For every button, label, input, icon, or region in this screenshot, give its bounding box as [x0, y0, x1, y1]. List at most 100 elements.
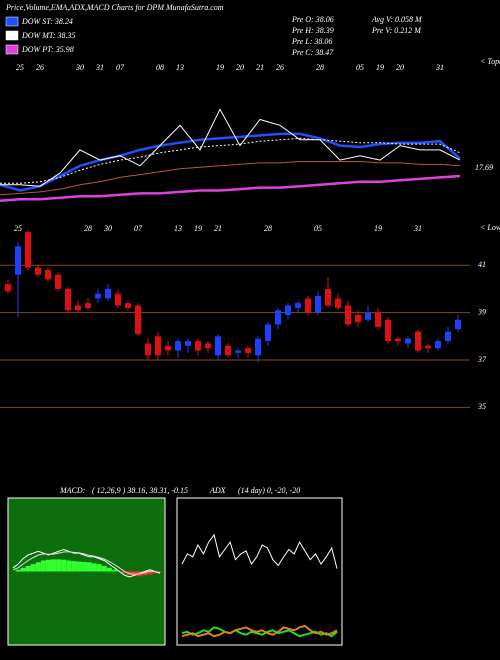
histogram-bar	[45, 559, 52, 572]
histogram-bar	[15, 569, 21, 572]
candle-body	[145, 343, 151, 356]
date-label: 30	[103, 224, 112, 233]
date-label: 13	[176, 63, 184, 72]
panel-subtitle: ( 12,26,9 ) 38.16, 38.31, -0.15	[92, 486, 188, 495]
histogram-bar	[56, 559, 62, 572]
line	[12, 548, 161, 578]
date-label: 19	[194, 224, 202, 233]
histogram-bar	[91, 563, 97, 572]
candle-body	[5, 284, 11, 292]
candle-body	[85, 303, 91, 308]
candle-body	[105, 288, 111, 299]
line	[181, 624, 338, 638]
histogram-bar	[157, 571, 163, 573]
candle-body	[115, 293, 121, 306]
date-label: 05	[356, 63, 364, 72]
chart-title: Price,Volume,EMA,ADX,MACD Charts for DPM…	[5, 3, 224, 12]
candle-body	[445, 331, 451, 342]
candle-body	[345, 305, 351, 325]
panel	[176, 497, 343, 646]
histogram-bar	[40, 560, 46, 572]
price-info: Pre L: 38.06	[291, 37, 332, 46]
histogram-bar	[101, 565, 107, 572]
histogram-bar	[66, 560, 72, 572]
price-info: Pre V: 0.212 M	[371, 26, 422, 35]
date-label: 20	[236, 63, 244, 72]
histogram-bar	[51, 559, 57, 572]
y-tick-label: 41	[478, 260, 486, 269]
candle-body	[295, 303, 301, 308]
price-info: Pre C: 38.47	[291, 48, 334, 57]
candle-body	[245, 348, 251, 353]
panel-subtitle: (14 day) 0, -20, -20	[238, 486, 300, 495]
histogram-bar	[20, 567, 26, 572]
candle-body	[395, 338, 401, 342]
candle-body	[165, 345, 171, 351]
candle-body	[265, 324, 271, 342]
candle-body	[305, 298, 311, 313]
date-label: 31	[95, 63, 104, 72]
line	[12, 551, 161, 575]
price-info: Avg V: 0.058 M	[371, 15, 423, 24]
candle-body	[55, 274, 61, 289]
candle-body	[415, 331, 421, 351]
candle-body	[175, 341, 181, 351]
y-tick-label: 35	[477, 402, 486, 411]
candle-body	[375, 312, 381, 327]
candle-body	[205, 343, 211, 349]
date-label: 25	[16, 63, 24, 72]
candle-body	[135, 305, 141, 334]
histogram-bar	[71, 561, 77, 572]
candle-body	[235, 350, 241, 353]
candle-body	[15, 246, 21, 275]
histogram-bar	[76, 561, 82, 572]
date-label: 28	[84, 224, 92, 233]
candle-body	[355, 315, 361, 323]
legend-swatch	[5, 16, 19, 27]
candle-body	[195, 341, 201, 351]
candle-body	[435, 341, 441, 349]
date-label: 30	[75, 63, 84, 72]
candle-body	[215, 336, 221, 356]
candle-body	[35, 267, 41, 275]
histogram-bar	[61, 559, 67, 572]
date-label: 26	[276, 63, 284, 72]
candle-body	[75, 305, 81, 311]
candle-body	[315, 296, 321, 313]
date-label: 28	[264, 224, 272, 233]
candle-body	[65, 288, 71, 311]
date-label: 31	[413, 224, 422, 233]
date-label: 25	[14, 224, 22, 233]
candle-body	[25, 232, 31, 268]
panel-title: MACD:	[59, 486, 86, 495]
candle-body	[455, 319, 461, 330]
histogram-bar	[147, 571, 153, 575]
date-label: 31	[435, 63, 444, 72]
candle-body	[155, 336, 161, 356]
histogram-bar	[81, 561, 87, 572]
y-tick-label: 37	[477, 355, 487, 364]
histogram-bar	[106, 567, 112, 572]
date-label: 19	[374, 224, 382, 233]
legend-swatch	[5, 30, 19, 41]
price-info: Pre H: 38.39	[291, 26, 334, 35]
date-label: 08	[156, 63, 164, 72]
candle-body	[45, 270, 51, 280]
line	[0, 132, 461, 192]
date-label: 20	[396, 63, 404, 72]
panel-title: ADX	[209, 486, 227, 495]
candle-body	[365, 312, 371, 320]
date-label: 21	[214, 224, 222, 233]
date-label: 21	[256, 63, 264, 72]
legend-swatch	[5, 44, 19, 55]
candle-body	[405, 338, 411, 344]
histogram-bar	[30, 564, 36, 572]
legend-label: DOW MT: 38.35	[21, 31, 76, 40]
candle-body	[255, 338, 261, 356]
candle-body	[95, 293, 101, 299]
histogram-bar	[25, 565, 31, 572]
candle-body	[425, 345, 431, 349]
date-label: 07	[134, 224, 143, 233]
price-info: Pre O: 38.06	[291, 15, 334, 24]
